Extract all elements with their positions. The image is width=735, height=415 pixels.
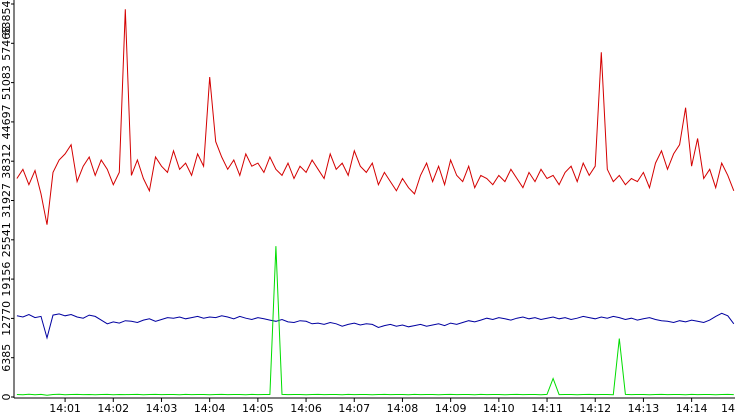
x-tick-label: 14:02	[97, 402, 129, 415]
x-tick-label: 14:14	[676, 402, 708, 415]
y-tick-label: 19156	[0, 262, 13, 297]
x-tick-label: 14:12	[579, 402, 611, 415]
x-tick-label: 14	[721, 402, 735, 415]
x-tick-label: 14:07	[338, 402, 370, 415]
y-tick-label: 0	[0, 394, 13, 401]
x-tick-label: 14:08	[387, 402, 419, 415]
y-tick-label: 44697	[0, 104, 13, 139]
x-tick-label: 14:13	[628, 402, 660, 415]
x-tick-label: 14:01	[49, 402, 81, 415]
y-tick-label: 6385	[0, 344, 13, 372]
x-tick-label: 14:03	[146, 402, 178, 415]
x-tick-label: 14:05	[242, 402, 274, 415]
x-tick-label: 14:06	[290, 402, 322, 415]
series-line	[16, 246, 734, 396]
y-tick-label: 57468	[0, 26, 13, 61]
y-tick-label: 51083	[0, 65, 13, 100]
x-tick-label: 14:10	[483, 402, 515, 415]
x-tick-label: 14:04	[194, 402, 226, 415]
y-tick-label: 63854	[0, 1, 13, 36]
y-tick-label: 38312	[0, 144, 13, 179]
y-tick-label: 12770	[0, 301, 13, 336]
y-tick-label: 31927	[0, 183, 13, 218]
x-tick-label: 14:09	[435, 402, 467, 415]
x-tick-label: 14:11	[531, 402, 563, 415]
series-line	[16, 312, 735, 340]
y-tick-label: 25541	[0, 222, 13, 257]
series-line	[16, 9, 735, 225]
